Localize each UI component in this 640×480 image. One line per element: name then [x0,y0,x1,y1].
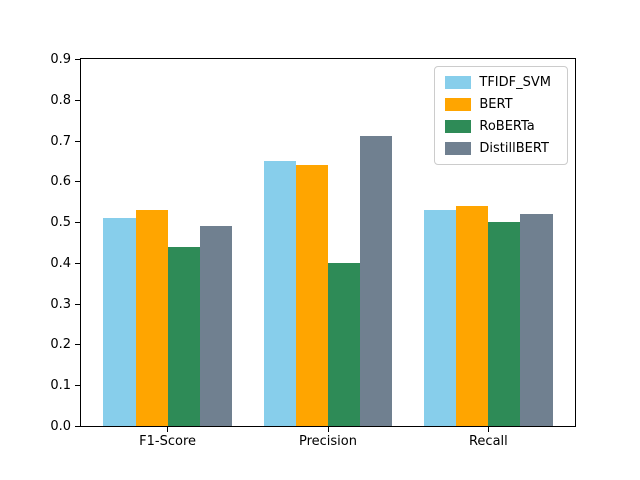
legend-label: BERT [479,97,513,112]
y-tick [75,99,80,101]
y-tick [75,181,80,183]
legend-row: RoBERTa [445,119,557,134]
y-tick [75,59,80,60]
bar-RoBERTa-Recall [488,222,521,426]
bar-BERT-Recall [456,205,489,426]
bar-TFIDF_SVM-Recall [424,209,457,426]
bar-RoBERTa-Precision [328,262,361,426]
y-tick [75,140,80,142]
legend: TFIDF_SVM BERT RoBERTa DistillBERT [434,66,568,165]
plot-area: TFIDF_SVM BERT RoBERTa DistillBERT 0.0 0.1 0.… [50,52,576,449]
bar-BERT-Precision [295,165,328,426]
y-tick-label: 0.2 [50,337,71,353]
x-tick-label: F1-Score [139,434,197,449]
legend-row: BERT [445,97,557,112]
legend-row: DistillBERT [445,141,557,156]
bar-TFIDF_SVM-Precision [263,160,296,426]
x-tick [487,427,489,432]
legend-label: TFIDF_SVM [479,75,551,90]
y-tick [75,344,80,346]
y-tick-label: 0.9 [50,52,71,67]
y-tick-label: 0.1 [50,378,71,394]
x-tick-label: Precision [298,434,357,449]
legend-swatch-RoBERTa [445,120,472,133]
legend-label: DistillBERT [479,141,549,156]
x-tick [327,427,329,432]
y-tick-label: 0.0 [50,419,71,434]
bar-BERT-F1-Score [135,209,168,426]
bar-RoBERTa-F1-Score [167,246,200,426]
y-tick [75,426,80,427]
legend-swatch-BERT [445,98,472,111]
bar-DistillBERT-Precision [360,136,393,426]
y-tick-label: 0.5 [50,215,71,231]
y-tick [75,222,80,224]
legend-row: TFIDF_SVM [445,75,557,90]
x-tick-label: Recall [468,434,508,449]
y-tick [75,385,80,387]
y-tick-label: 0.7 [50,133,71,149]
y-tick-label: 0.4 [50,255,71,271]
y-tick-label: 0.6 [50,174,71,190]
y-tick-label: 0.8 [50,92,71,108]
legend-swatch-DistillBERT [445,142,472,155]
y-tick-label: 0.3 [50,296,71,312]
bar-TFIDF_SVM-F1-Score [103,218,136,426]
legend-label: RoBERTa [479,119,535,134]
legend-swatch-TFIDF_SVM [445,76,472,89]
y-tick [75,303,80,305]
y-tick [75,262,80,264]
bar-DistillBERT-F1-Score [199,226,232,426]
x-tick [167,427,169,432]
bar-DistillBERT-Recall [520,213,553,426]
